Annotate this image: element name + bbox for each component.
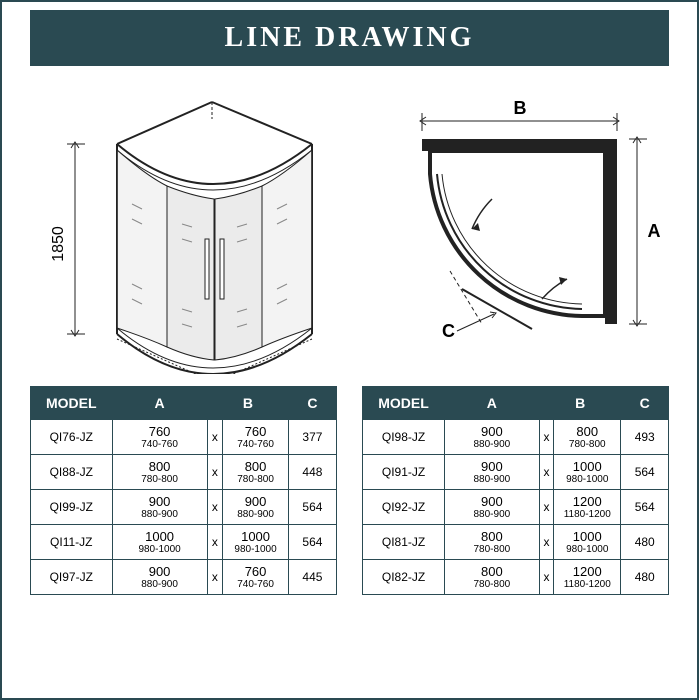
page-container: LINE DRAWING 1850: [10, 10, 689, 690]
th-c: C: [621, 387, 669, 420]
cell-a: 760740-760: [112, 420, 207, 455]
diagrams-row: 1850: [10, 66, 689, 386]
cell-b: 800780-800: [554, 420, 621, 455]
cell-c: 445: [289, 560, 337, 595]
cell-x: x: [207, 455, 222, 490]
label-A: A: [647, 221, 660, 241]
diagram-left: 1850: [37, 84, 347, 379]
cell-c: 480: [621, 560, 669, 595]
title-text: LINE DRAWING: [225, 22, 475, 53]
table-row: QI82-JZ800780-800x12001180-1200480: [363, 560, 669, 595]
cell-c: 564: [621, 490, 669, 525]
table-row: QI92-JZ900880-900x12001180-1200564: [363, 490, 669, 525]
table-row: QI97-JZ900880-900x760740-760445: [31, 560, 337, 595]
th-a: A: [444, 387, 539, 420]
th-model: MODEL: [363, 387, 445, 420]
th-b: B: [539, 387, 621, 420]
spec-table-right: MODEL A B C QI98-JZ900880-900x800780-800…: [362, 386, 669, 595]
th-c: C: [289, 387, 337, 420]
cell-b: 1000980-1000: [554, 455, 621, 490]
cell-x: x: [207, 525, 222, 560]
cell-a: 800780-800: [444, 560, 539, 595]
diagram-right: B A C: [382, 99, 662, 364]
table-row: QI91-JZ900880-900x1000980-1000564: [363, 455, 669, 490]
cell-model: QI82-JZ: [363, 560, 445, 595]
cell-c: 377: [289, 420, 337, 455]
tables-row: MODEL A B C QI76-JZ760740-760x760740-760…: [10, 386, 689, 595]
table-header-row: MODEL A B C: [363, 387, 669, 420]
cell-model: QI92-JZ: [363, 490, 445, 525]
table-row: QI11-JZ1000980-1000x1000980-1000564: [31, 525, 337, 560]
cell-model: QI97-JZ: [31, 560, 113, 595]
cell-b: 800780-800: [223, 455, 289, 490]
table-row: QI99-JZ900880-900x900880-900564: [31, 490, 337, 525]
cell-x: x: [207, 490, 222, 525]
cell-x: x: [539, 525, 553, 560]
th-a: A: [112, 387, 207, 420]
cell-model: QI91-JZ: [363, 455, 445, 490]
cell-c: 564: [289, 525, 337, 560]
table-header-row: MODEL A B C: [31, 387, 337, 420]
cell-b: 760740-760: [223, 420, 289, 455]
label-B: B: [513, 99, 526, 118]
cell-a: 900880-900: [112, 560, 207, 595]
cell-model: QI99-JZ: [31, 490, 113, 525]
cell-x: x: [207, 560, 222, 595]
cell-a: 900880-900: [444, 420, 539, 455]
cell-c: 564: [289, 490, 337, 525]
th-model: MODEL: [31, 387, 113, 420]
cell-b: 760740-760: [223, 560, 289, 595]
cell-b: 900880-900: [223, 490, 289, 525]
iso-shower-svg: 1850: [37, 84, 347, 374]
cell-a: 900880-900: [444, 455, 539, 490]
cell-a: 1000980-1000: [112, 525, 207, 560]
cell-c: 564: [621, 455, 669, 490]
table-row: QI76-JZ760740-760x760740-760377: [31, 420, 337, 455]
cell-a: 800780-800: [444, 525, 539, 560]
title-bar: LINE DRAWING: [30, 10, 669, 66]
cell-b: 1000980-1000: [223, 525, 289, 560]
cell-model: QI76-JZ: [31, 420, 113, 455]
cell-a: 800780-800: [112, 455, 207, 490]
cell-model: QI81-JZ: [363, 525, 445, 560]
cell-a: 900880-900: [444, 490, 539, 525]
cell-model: QI88-JZ: [31, 455, 113, 490]
table-row: QI81-JZ800780-800x1000980-1000480: [363, 525, 669, 560]
cell-c: 493: [621, 420, 669, 455]
table-row: QI98-JZ900880-900x800780-800493: [363, 420, 669, 455]
table-row: QI88-JZ800780-800x800780-800448: [31, 455, 337, 490]
cell-a: 900880-900: [112, 490, 207, 525]
cell-x: x: [207, 420, 222, 455]
cell-b: 1000980-1000: [554, 525, 621, 560]
cell-x: x: [539, 455, 553, 490]
height-label: 1850: [50, 226, 67, 262]
cell-c: 448: [289, 455, 337, 490]
cell-c: 480: [621, 525, 669, 560]
cell-model: QI11-JZ: [31, 525, 113, 560]
cell-b: 12001180-1200: [554, 560, 621, 595]
label-C: C: [442, 321, 455, 341]
spec-table-left: MODEL A B C QI76-JZ760740-760x760740-760…: [30, 386, 337, 595]
plan-view-svg: B A C: [382, 99, 662, 359]
cell-x: x: [539, 560, 553, 595]
cell-x: x: [539, 420, 553, 455]
cell-x: x: [539, 490, 553, 525]
cell-model: QI98-JZ: [363, 420, 445, 455]
th-b: B: [207, 387, 289, 420]
cell-b: 12001180-1200: [554, 490, 621, 525]
